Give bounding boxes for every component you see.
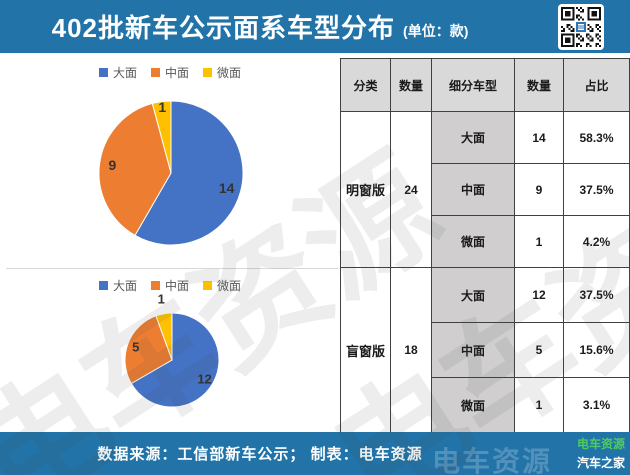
table-row: 中面 5 15.6% [341, 322, 630, 378]
legend-swatch-orange-icon [150, 281, 160, 290]
col-header-share: 占比 [563, 58, 630, 112]
share-cell: 58.3% [563, 111, 630, 164]
legend-item: 微面 [203, 64, 241, 81]
legend-item: 大面 [98, 277, 137, 294]
legend-label: 大面 [112, 279, 137, 293]
pie-slice-微面 [151, 100, 172, 174]
table-row: 明窗版 24 大面 14 58.3% [340, 111, 630, 268]
share-cell: 37.5% [563, 267, 630, 323]
pie-slice-中面 [124, 315, 173, 385]
count-cell: 5 [514, 322, 564, 378]
brand-line1: 电车资源 [576, 437, 625, 451]
header-bar: 402批新车公示面系车型分布 (单位：款) [0, 0, 630, 53]
subtype-cell: 中面 [431, 322, 515, 378]
count-cell: 1 [514, 215, 564, 268]
legend-top: 大面 中面 微面 [0, 64, 340, 81]
unit-label: (单位：款) [403, 22, 469, 39]
total-cell: 18 [390, 267, 432, 433]
qr-code-image [561, 7, 601, 47]
share-cell: 4.2% [563, 215, 630, 268]
legend-bottom: 大面 中面 微面 [0, 277, 340, 294]
subtype-cell: 大面 [431, 111, 515, 164]
brand-logo: 电车资源 汽车之家 [577, 435, 625, 473]
col-header-subtype: 细分车型 [431, 58, 515, 112]
source-credit: 数据来源：工信部新车公示； 制表：电车资源 [97, 446, 423, 463]
table-header-row: 分类 数量 细分车型 数量 占比 [340, 58, 630, 112]
legend-label: 中面 [164, 66, 189, 80]
pie-slice-中面 [98, 102, 172, 237]
share-cell: 37.5% [563, 163, 630, 216]
count-cell: 12 [514, 267, 564, 323]
pie-chart-mingchuang: 14 9 1 [98, 98, 244, 246]
col-header-subcount: 数量 [514, 58, 564, 112]
col-header-category: 分类 [340, 58, 391, 112]
legend-item: 微面 [203, 277, 241, 294]
pie-value-label: 9 [108, 157, 117, 174]
category-cell: 盲窗版 [340, 267, 391, 433]
table-row: 微面 1 4.2% [341, 215, 630, 268]
chart-panel: 大面 中面 微面 14 9 1 大面 中面 微面 [0, 53, 340, 432]
subtype-cell: 大面 [431, 267, 515, 323]
category-cell: 明窗版 [340, 111, 391, 268]
legend-label: 微面 [217, 279, 242, 293]
pie-slice-微面 [155, 312, 173, 361]
section-divider [6, 268, 338, 269]
share-cell: 15.6% [563, 322, 630, 378]
legend-swatch-blue-icon [98, 281, 108, 290]
legend-swatch-blue-icon [98, 68, 108, 77]
subtype-cell: 微面 [431, 377, 515, 433]
page-title: 402批新车公示面系车型分布 [51, 13, 396, 43]
subtype-cell: 微面 [431, 215, 515, 268]
count-cell: 1 [514, 377, 564, 433]
subtype-cell: 中面 [431, 163, 515, 216]
table-row: 微面 1 3.1% [341, 377, 630, 433]
col-header-count: 数量 [390, 58, 432, 112]
legend-label: 微面 [217, 66, 242, 80]
legend-item: 大面 [98, 64, 137, 81]
legend-label: 中面 [164, 279, 189, 293]
pie-value-label: 5 [132, 339, 140, 355]
pie-value-label: 1 [158, 98, 167, 115]
pie-slice-大面 [130, 312, 220, 408]
pie-slice-大面 [134, 100, 244, 246]
legend-swatch-yellow-icon [203, 281, 212, 290]
legend-item: 中面 [150, 277, 189, 294]
share-cell: 3.1% [563, 377, 630, 433]
total-cell: 24 [390, 111, 432, 268]
pie-value-label: 1 [157, 291, 165, 307]
distribution-table: 分类 数量 细分车型 数量 占比 明窗版 24 大面 14 58.3% 中面 9… [340, 58, 630, 433]
table-row: 盲窗版 18 大面 12 37.5% [340, 267, 630, 433]
legend-item: 中面 [150, 64, 189, 81]
footer-bar: 电车资源 数据来源：工信部新车公示； 制表：电车资源 电车资源 汽车之家 [0, 432, 630, 475]
brand-line2: 汽车之家 [576, 456, 625, 471]
count-cell: 9 [514, 163, 564, 216]
pie-value-label: 12 [197, 371, 212, 387]
qr-code [558, 4, 604, 50]
count-cell: 14 [514, 111, 564, 164]
legend-swatch-yellow-icon [203, 68, 212, 77]
pie-chart-mangchuang: 12 5 1 [124, 291, 220, 408]
pie-value-label: 14 [218, 179, 235, 196]
legend-label: 大面 [112, 66, 137, 80]
legend-swatch-orange-icon [150, 68, 160, 77]
